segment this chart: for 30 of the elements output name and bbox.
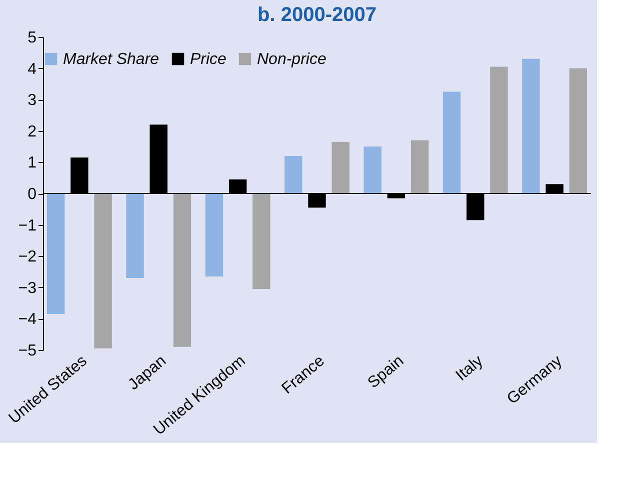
y-tick-label: 1	[28, 154, 37, 172]
y-tick-label: −3	[18, 280, 37, 297]
y-tick-label: −4	[18, 311, 37, 328]
bar	[364, 146, 382, 194]
y-tick-label: −2	[18, 248, 37, 266]
bar	[410, 140, 429, 194]
legend-label: Price	[190, 51, 227, 68]
y-tick-label: 0	[28, 186, 37, 203]
chart-title: b. 2000-2007	[258, 4, 376, 26]
legend-label: Market Share	[63, 51, 160, 68]
bar	[173, 194, 192, 347]
bar	[252, 194, 270, 289]
bar	[522, 58, 540, 194]
bar	[490, 66, 508, 194]
bar	[284, 156, 302, 194]
y-tick-label: 4	[28, 60, 37, 78]
y-tick-label: −1	[18, 217, 37, 234]
y-tick-label: 3	[28, 92, 37, 110]
y-tick-label: 5	[28, 30, 37, 46]
bar	[46, 194, 65, 314]
bar	[94, 194, 112, 348]
bar	[569, 68, 588, 194]
bar	[332, 142, 350, 194]
bar	[205, 194, 224, 276]
x-tick-label: Italy	[452, 352, 486, 384]
legend-label: Non-price	[257, 51, 326, 68]
y-tick-label: −5	[18, 342, 37, 360]
bar	[442, 92, 461, 194]
bar	[126, 194, 144, 278]
y-tick-label: 2	[28, 123, 37, 140]
